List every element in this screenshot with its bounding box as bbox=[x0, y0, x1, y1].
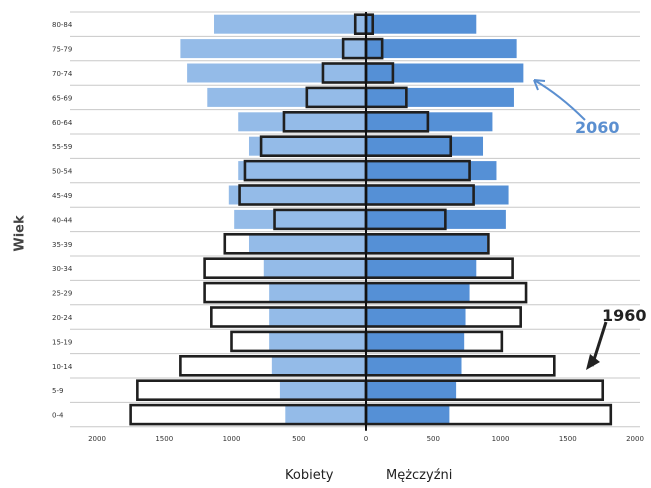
bar-male-2060 bbox=[366, 234, 488, 254]
age-tick-label: 50-54 bbox=[52, 168, 73, 176]
bar-male-2060 bbox=[366, 136, 484, 156]
bar-male-2060 bbox=[366, 331, 465, 351]
bar-male-2060 bbox=[366, 39, 517, 59]
age-tick-label: 60-64 bbox=[52, 119, 73, 127]
annotation-1960: 1960 bbox=[602, 306, 647, 325]
arrowhead-1960 bbox=[586, 354, 600, 370]
bar-male-2060 bbox=[366, 112, 493, 132]
age-tick-label: 35-39 bbox=[52, 241, 72, 249]
bar-female-2060 bbox=[238, 161, 366, 181]
bar-female-2060 bbox=[238, 112, 366, 132]
bar-female-2060 bbox=[207, 87, 366, 107]
age-tick-label: 65-69 bbox=[52, 94, 72, 102]
x-tick-label: 500 bbox=[292, 435, 305, 443]
age-tick-label: 80-84 bbox=[52, 21, 73, 29]
age-tick-label: 25-29 bbox=[52, 290, 72, 298]
bar-male-2060 bbox=[366, 161, 497, 181]
age-tick-label: 20-24 bbox=[52, 314, 73, 322]
arrowhead-2060 bbox=[533, 79, 546, 91]
age-tick-label: 40-44 bbox=[52, 216, 73, 224]
legend-females: Kobiety bbox=[285, 468, 334, 483]
bar-female-2060 bbox=[279, 380, 366, 400]
bar-female-2060 bbox=[248, 234, 366, 254]
bar-female-2060 bbox=[214, 14, 366, 34]
bar-male-2060 bbox=[366, 380, 457, 400]
age-tick-label: 55-59 bbox=[52, 143, 72, 151]
x-tick-label: 0 bbox=[364, 435, 368, 443]
bar-male-2060 bbox=[366, 87, 514, 107]
bar-male-2060 bbox=[366, 307, 466, 327]
arrow-2060 bbox=[533, 79, 586, 121]
legend-males: Mężczyźni bbox=[386, 468, 453, 483]
x-tick-label: 1000 bbox=[223, 435, 241, 443]
bar-female-2060 bbox=[271, 356, 366, 376]
bar-female-2060 bbox=[180, 39, 366, 59]
x-tick-label: 2000 bbox=[88, 435, 106, 443]
x-tick-label: 1500 bbox=[155, 435, 173, 443]
annotation-2060: 2060 bbox=[575, 118, 620, 137]
bar-female-2060 bbox=[248, 136, 366, 156]
bar-female-2060 bbox=[187, 63, 366, 83]
age-tick-label: 70-74 bbox=[52, 70, 73, 78]
age-tick-label: 0-4 bbox=[52, 412, 64, 420]
bar-male-2060 bbox=[366, 405, 450, 425]
x-tick-label: 1000 bbox=[492, 435, 510, 443]
bar-male-2060 bbox=[366, 63, 524, 83]
age-tick-label: 10-14 bbox=[52, 363, 73, 371]
bar-female-2060 bbox=[269, 283, 366, 303]
bar-male-2060 bbox=[366, 209, 506, 229]
bar-male-2060 bbox=[366, 356, 462, 376]
age-tick-label: 15-19 bbox=[52, 338, 72, 346]
bar-male-2060 bbox=[366, 14, 477, 34]
bar-male-2060 bbox=[366, 185, 509, 205]
age-tick-label: 30-34 bbox=[52, 265, 73, 273]
bar-female-2060 bbox=[228, 185, 366, 205]
age-tick-label: 5-9 bbox=[52, 387, 63, 395]
x-tick-label: 500 bbox=[427, 435, 440, 443]
bar-male-2060 bbox=[366, 258, 477, 278]
y-axis-label: Wiek bbox=[12, 215, 28, 252]
bar-female-2060 bbox=[285, 405, 366, 425]
bar-female-2060 bbox=[269, 307, 366, 327]
age-tick-label: 45-49 bbox=[52, 192, 72, 200]
age-tick-label: 75-79 bbox=[52, 46, 72, 54]
bar-female-2060 bbox=[263, 258, 366, 278]
bar-male-2060 bbox=[366, 283, 470, 303]
bar-female-2060 bbox=[234, 209, 366, 229]
x-tick-label: 1500 bbox=[559, 435, 577, 443]
bar-female-2060 bbox=[269, 331, 366, 351]
x-tick-label: 2000 bbox=[626, 435, 644, 443]
